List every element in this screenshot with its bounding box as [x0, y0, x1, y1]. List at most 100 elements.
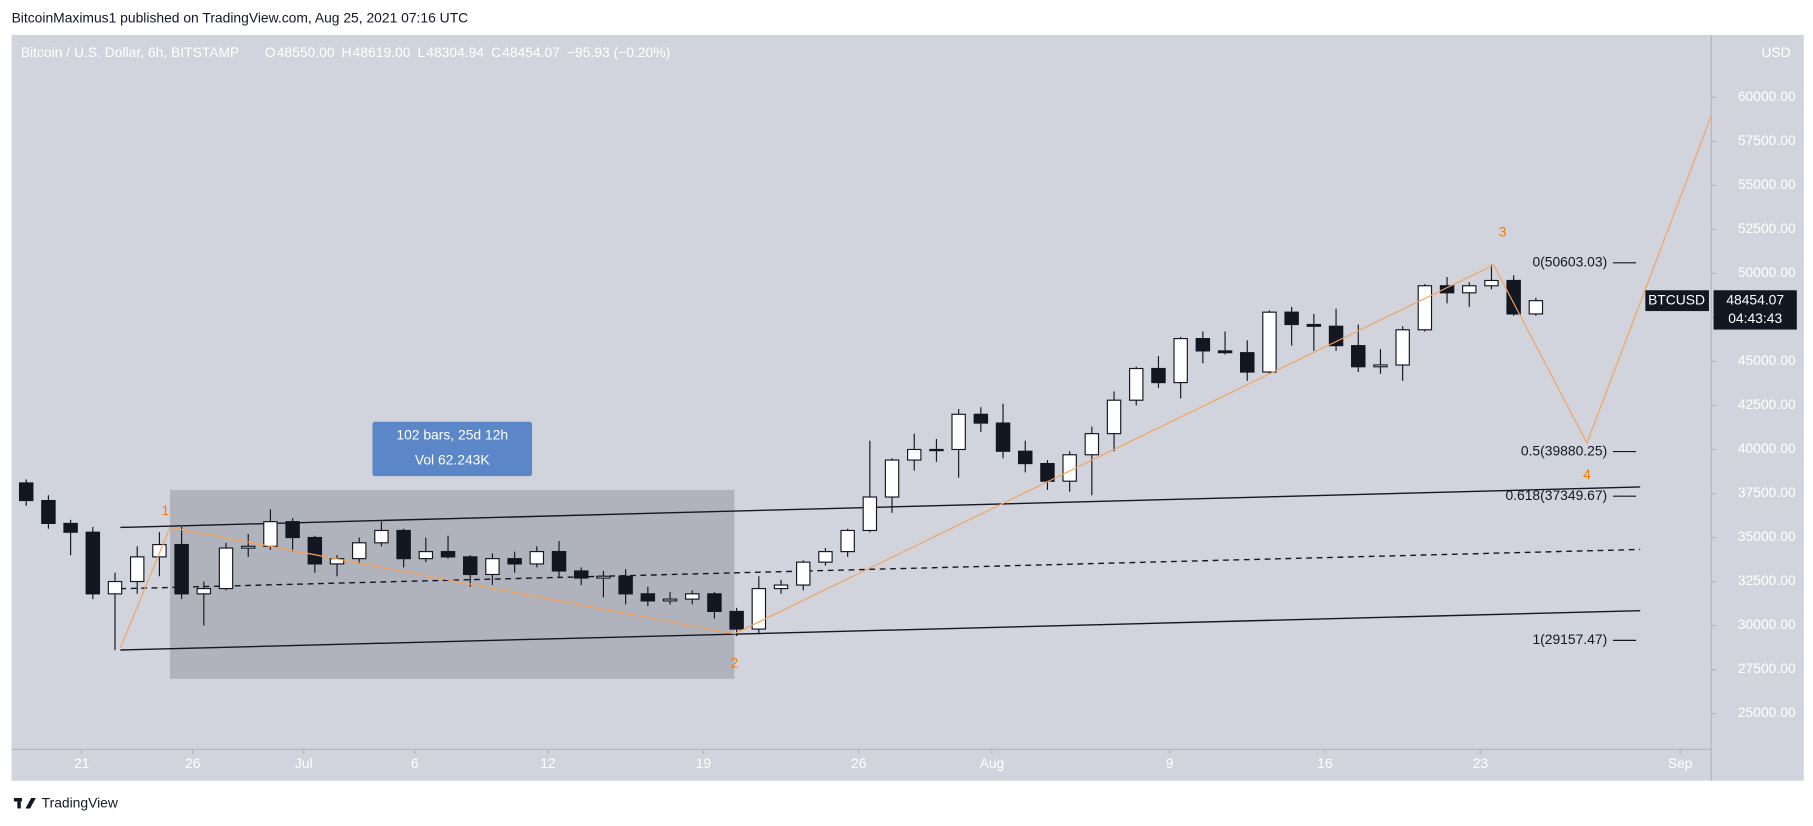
candle-body	[129, 556, 145, 583]
candle-body	[1173, 338, 1188, 384]
channel-line	[120, 486, 1641, 529]
wave-label: 1	[162, 502, 170, 518]
wave-path	[119, 115, 1712, 648]
x-tick-label: 19	[696, 755, 712, 771]
y-tick-label: 32500.00	[1738, 572, 1796, 588]
candle-body	[862, 496, 878, 532]
candle-body	[1284, 311, 1299, 326]
candle-body	[1062, 454, 1077, 482]
candle-body	[973, 413, 989, 424]
candle-body	[218, 547, 234, 590]
candle-body	[1151, 367, 1166, 384]
candle-body	[1240, 352, 1255, 373]
fib-label: 0(50603.03)	[1532, 253, 1607, 269]
publish-info: BitcoinMaximus1 published on TradingView…	[12, 9, 469, 25]
x-tick-label: Jul	[295, 755, 313, 771]
candle-body	[773, 584, 789, 590]
x-tick-label: 26	[851, 755, 867, 771]
y-tick-label: 27500.00	[1738, 660, 1796, 676]
candle-body	[640, 593, 656, 602]
ohlc-key: O	[265, 44, 276, 60]
last-price: 48454.07	[1726, 291, 1784, 307]
candle-body	[307, 536, 323, 565]
candle-body	[751, 587, 767, 630]
candle-body	[596, 575, 611, 579]
candle-body	[1484, 279, 1499, 287]
candle-body	[152, 543, 167, 558]
y-tick-label: 42500.00	[1738, 396, 1796, 412]
fib-label: 0.5(39880.25)	[1521, 442, 1607, 458]
y-tick-label: 30000.00	[1738, 616, 1796, 632]
candle-body	[1217, 350, 1233, 354]
candle-body	[1195, 338, 1211, 352]
candle-body	[840, 529, 855, 553]
candle-body	[374, 529, 389, 544]
candle-body	[1439, 285, 1455, 294]
channel-line	[120, 548, 1641, 590]
y-tick-label: 45000.00	[1738, 352, 1796, 368]
candle-body	[1040, 462, 1055, 482]
y-tick-label: 40000.00	[1738, 440, 1796, 456]
x-tick-label: Aug	[980, 755, 1005, 771]
x-tick-label: 26	[185, 755, 201, 771]
candle-body	[707, 593, 722, 613]
ohlc-value: 48454.07	[502, 44, 560, 60]
price-tag	[1713, 290, 1797, 330]
candle-body	[18, 482, 34, 502]
candle-body	[684, 593, 700, 600]
channel-line	[120, 610, 1641, 651]
candle-body	[1373, 364, 1388, 368]
candle-body	[1328, 325, 1344, 347]
candle-body	[351, 542, 367, 560]
y-tick-label: 57500.00	[1738, 132, 1796, 148]
ohlc-key: H	[341, 44, 351, 60]
currency: USD	[1761, 44, 1790, 60]
wave-label: 2	[731, 655, 739, 671]
candle-body	[529, 551, 545, 565]
x-tick-label: 12	[540, 755, 556, 771]
candle-body	[263, 521, 278, 547]
candle-body	[41, 499, 56, 525]
y-tick-label: 55000.00	[1738, 176, 1796, 192]
symbol: Bitcoin / U.S. Dollar, 6h, BITSTAMP	[21, 44, 239, 60]
candle-body	[63, 522, 78, 533]
y-tick-label: 60000.00	[1738, 88, 1796, 104]
candle-body	[85, 531, 101, 595]
candle-body	[485, 558, 500, 576]
candle-body	[618, 575, 633, 595]
y-tick-label: 35000.00	[1738, 528, 1796, 544]
x-tick-label: 9	[1166, 755, 1174, 771]
ohlc-value: 48304.94	[426, 44, 484, 60]
y-tick-label: 52500.00	[1738, 220, 1796, 236]
x-tick-label: 16	[1317, 755, 1333, 771]
candle-body	[107, 580, 123, 595]
ohlc-value: 48550.00	[277, 44, 335, 60]
tradingview-logo	[13, 798, 36, 809]
candle-body	[1462, 285, 1477, 294]
candle-body	[1262, 311, 1277, 373]
y-tick-label: 37500.00	[1738, 484, 1796, 500]
candle-body	[1106, 399, 1122, 435]
candle-body	[818, 551, 833, 563]
countdown: 04:43:43	[1728, 310, 1782, 326]
ticker: BTCUSD	[1648, 291, 1705, 307]
candle-body	[418, 551, 434, 560]
candle-body	[1084, 433, 1100, 456]
range-info-text: 102 bars, 25d 12h	[396, 426, 508, 442]
ohlc-key: C	[491, 44, 501, 60]
y-tick-label: 25000.00	[1738, 704, 1796, 720]
candle-body	[1528, 300, 1544, 315]
candle-body	[907, 448, 922, 461]
candle-body	[507, 558, 522, 565]
x-tick-label: 21	[74, 755, 90, 771]
x-tick-label: 23	[1473, 755, 1489, 771]
ohlc-value: 48619.00	[353, 44, 411, 60]
candle-body	[573, 570, 589, 579]
candle-body	[995, 422, 1011, 452]
x-tick-label: 6	[411, 755, 419, 771]
candle-body	[662, 598, 678, 602]
fib-label: 1(29157.47)	[1532, 631, 1607, 647]
candle-body	[1417, 285, 1433, 331]
candle-body	[551, 551, 567, 572]
